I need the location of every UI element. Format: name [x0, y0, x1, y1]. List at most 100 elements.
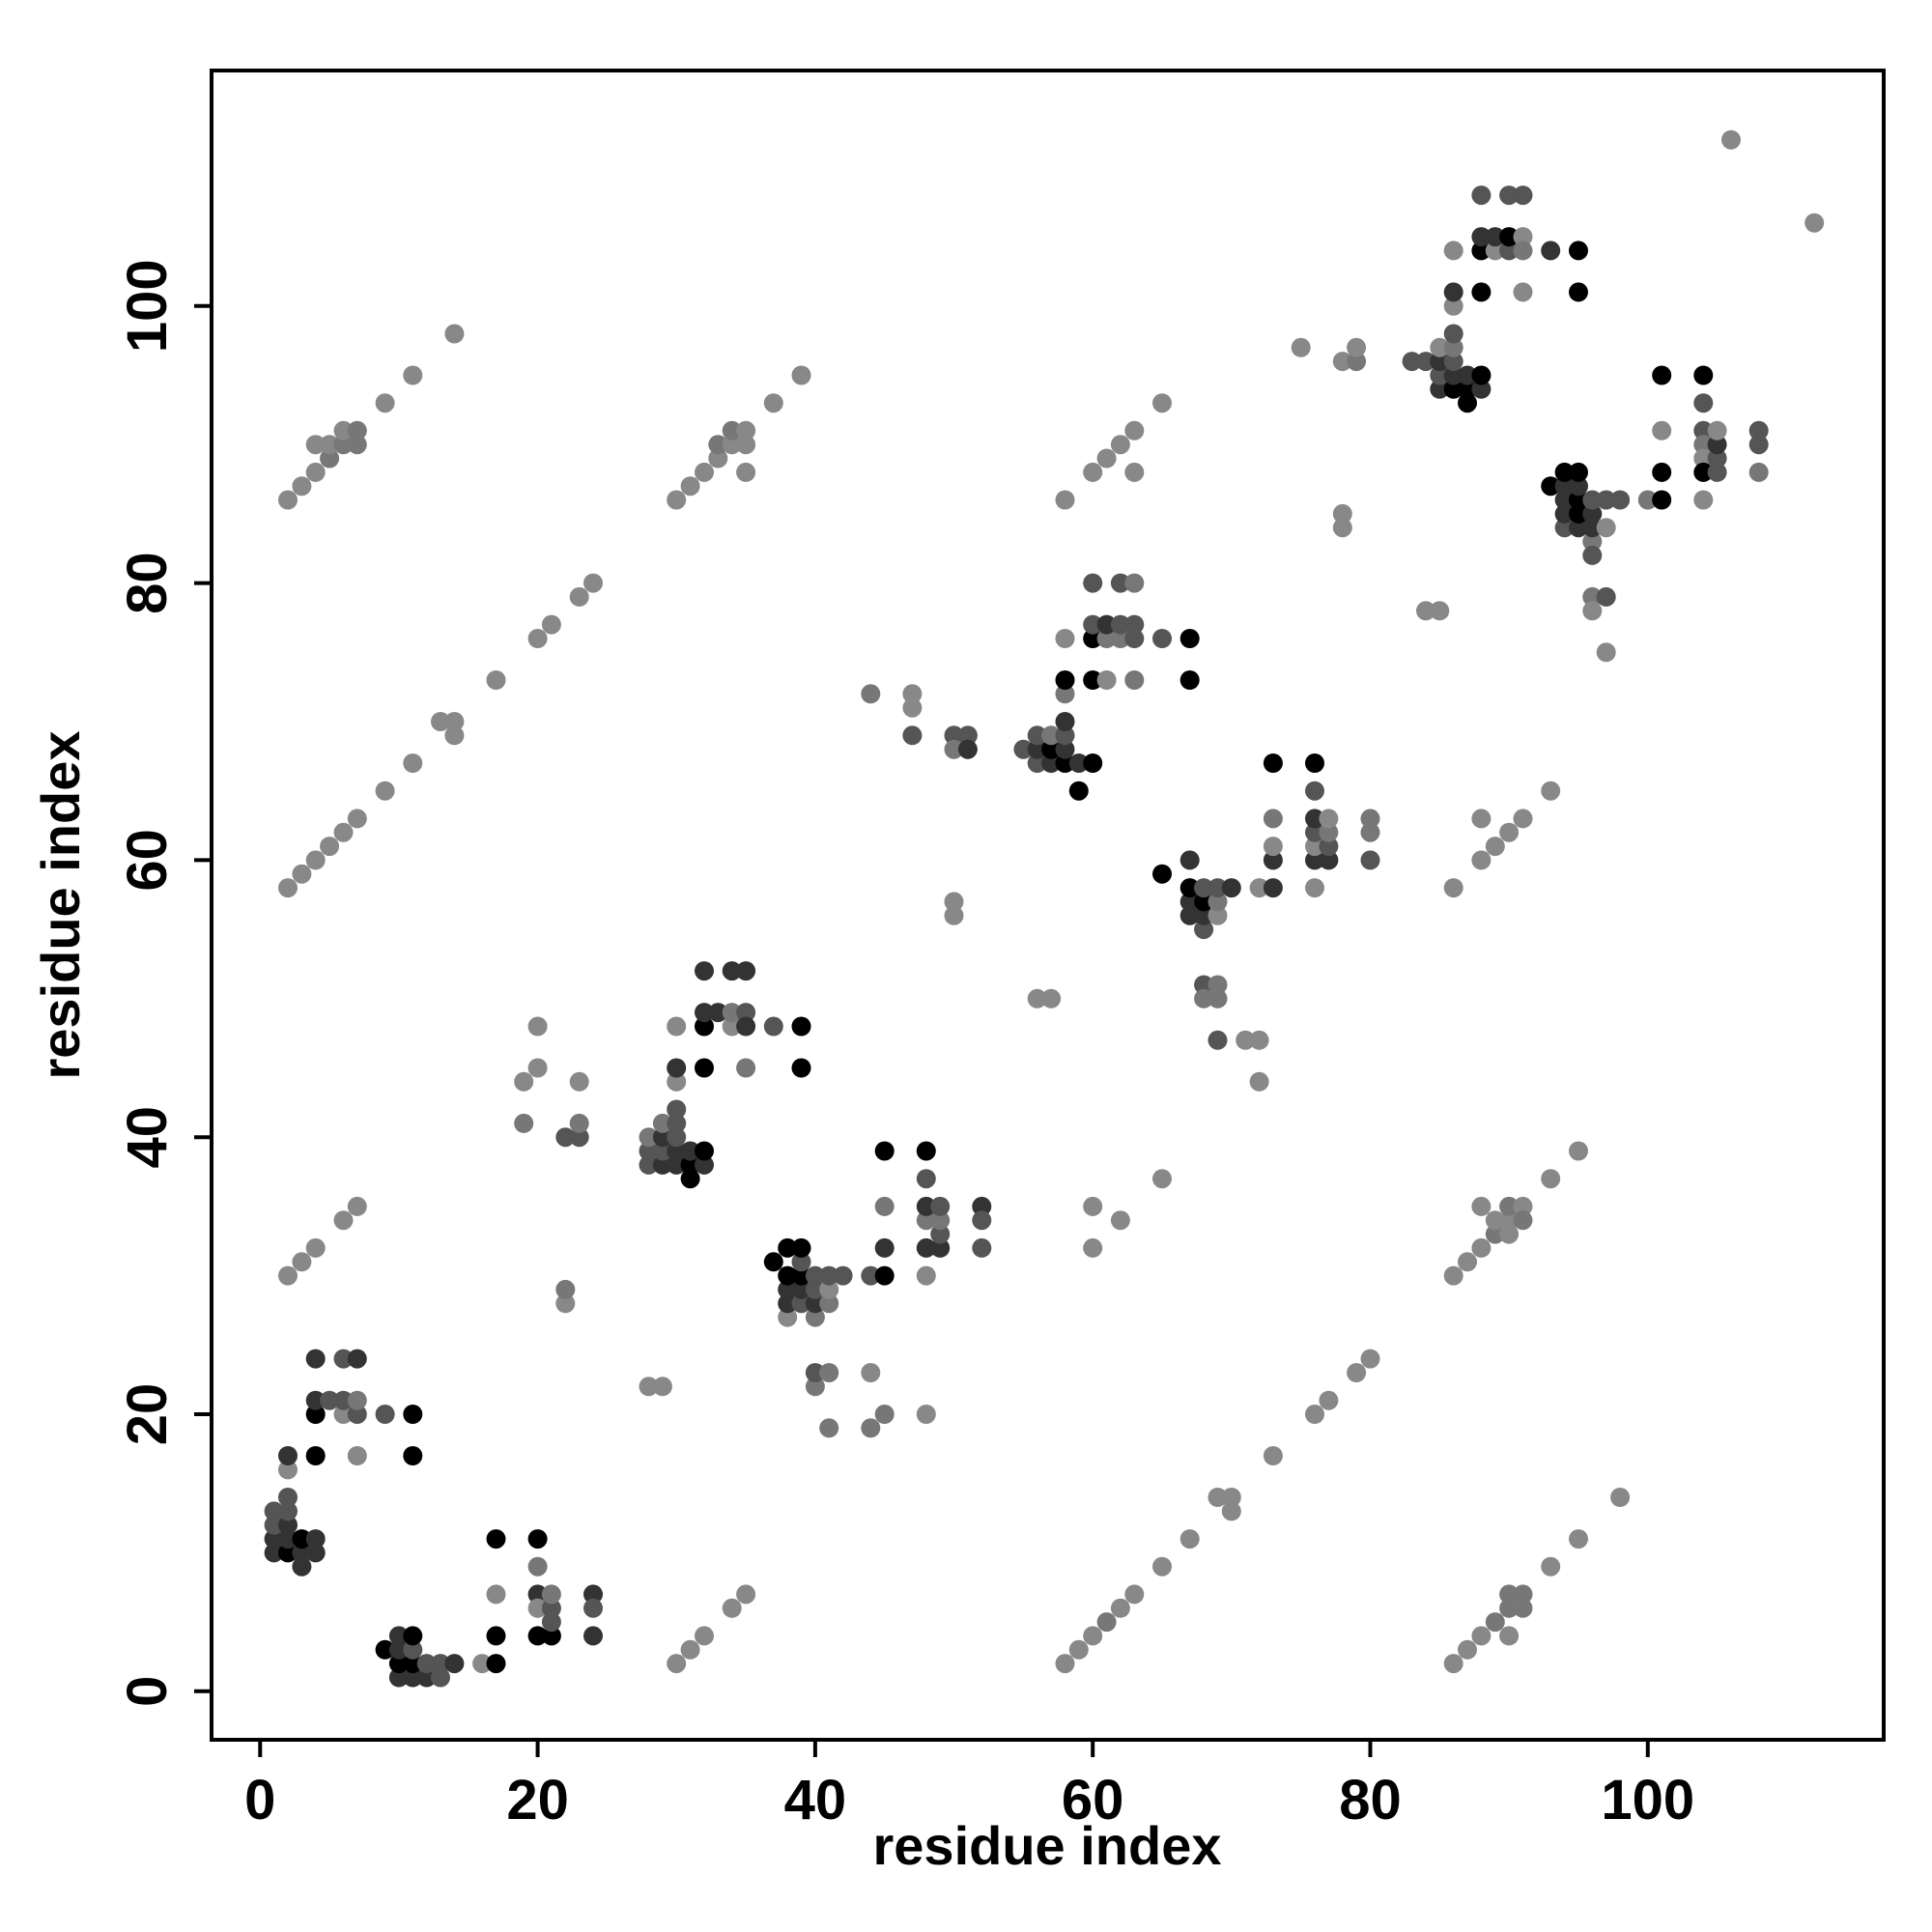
- data-point: [555, 1279, 576, 1299]
- data-point: [902, 697, 923, 718]
- data-point: [1569, 476, 1588, 497]
- data-point: [278, 1460, 298, 1480]
- data-point: [305, 462, 326, 482]
- data-point: [264, 1501, 284, 1521]
- data-point: [874, 1265, 895, 1286]
- data-point: [1041, 988, 1062, 1009]
- data-point: [695, 961, 714, 981]
- data-point: [1443, 296, 1463, 316]
- data-point: [1124, 420, 1145, 440]
- data-point: [1458, 1252, 1477, 1272]
- data-point: [805, 1265, 825, 1286]
- data-point: [278, 1515, 298, 1535]
- data-point: [1152, 1556, 1172, 1577]
- data-point: [667, 1127, 687, 1148]
- data-point: [1208, 878, 1228, 898]
- data-point: [444, 324, 465, 344]
- data-point: [1458, 365, 1477, 385]
- data-point: [1443, 324, 1463, 344]
- data-point: [388, 1654, 409, 1674]
- data-point: [1569, 490, 1588, 510]
- data-point: [416, 1654, 437, 1674]
- data-point: [375, 1405, 395, 1424]
- x-tick-label: 0: [244, 1769, 275, 1832]
- data-point: [1582, 503, 1603, 524]
- data-point: [667, 1654, 687, 1674]
- data-point: [1083, 1237, 1103, 1258]
- data-point: [1707, 435, 1727, 455]
- data-point: [541, 614, 561, 635]
- data-point: [1748, 420, 1769, 440]
- data-point: [722, 1598, 742, 1618]
- data-point: [583, 1626, 603, 1646]
- data-point: [264, 1529, 284, 1549]
- data-point: [763, 1016, 783, 1037]
- data-point: [1124, 670, 1145, 690]
- data-point: [1347, 352, 1367, 372]
- data-point: [667, 1071, 687, 1092]
- data-point: [1055, 490, 1075, 510]
- data-point: [1208, 1488, 1228, 1507]
- data-point: [1291, 337, 1311, 357]
- data-point: [778, 1265, 798, 1286]
- data-point: [708, 435, 728, 455]
- data-point: [1027, 739, 1047, 759]
- data-point: [805, 1293, 825, 1314]
- data-point: [874, 1237, 895, 1258]
- data-point: [1499, 1598, 1520, 1618]
- data-point: [1152, 864, 1172, 884]
- data-point: [1513, 241, 1533, 261]
- data-point: [791, 1016, 811, 1037]
- data-point: [861, 1363, 881, 1382]
- data-point: [1263, 837, 1283, 857]
- data-point: [1124, 614, 1145, 635]
- data-point: [1513, 185, 1533, 206]
- data-point: [1083, 573, 1103, 593]
- data-point: [1332, 503, 1352, 524]
- data-point: [722, 1016, 742, 1037]
- data-point: [1471, 227, 1492, 247]
- data-point: [292, 1543, 312, 1563]
- data-point: [819, 1293, 839, 1314]
- data-point: [388, 1639, 409, 1660]
- y-tick-label: 60: [116, 829, 179, 892]
- data-point: [1208, 975, 1228, 995]
- data-point: [1569, 282, 1588, 302]
- data-point: [1013, 739, 1034, 759]
- data-point: [1637, 490, 1658, 510]
- data-point: [1124, 573, 1145, 593]
- data-point: [1513, 809, 1533, 829]
- data-point: [1582, 490, 1603, 510]
- data-point: [916, 1405, 936, 1424]
- data-point: [1652, 365, 1672, 385]
- data-point: [1360, 809, 1380, 829]
- data-point: [1499, 185, 1520, 206]
- data-point: [667, 1016, 687, 1037]
- data-point: [1347, 337, 1367, 357]
- data-point: [930, 1210, 951, 1231]
- data-point: [722, 435, 742, 455]
- data-point: [1110, 1210, 1130, 1231]
- data-point: [1513, 1196, 1533, 1216]
- data-point: [403, 365, 423, 385]
- data-point: [1499, 1626, 1520, 1646]
- data-point: [1443, 379, 1463, 399]
- data-point: [1068, 1639, 1089, 1660]
- data-point: [347, 1446, 367, 1465]
- data-point: [1152, 629, 1172, 648]
- data-point: [1179, 1529, 1200, 1549]
- data-point: [403, 1405, 423, 1424]
- data-point: [1263, 878, 1283, 898]
- data-point: [1041, 753, 1062, 773]
- data-point: [1055, 629, 1075, 648]
- data-point: [1582, 586, 1603, 607]
- data-point: [1693, 393, 1714, 413]
- data-point: [1402, 352, 1422, 372]
- data-point: [403, 1446, 423, 1465]
- data-point: [347, 809, 367, 829]
- data-point: [1471, 365, 1492, 385]
- data-point: [305, 1446, 326, 1465]
- data-point: [763, 393, 783, 413]
- y-tick-label: 0: [116, 1676, 179, 1707]
- data-point: [416, 1667, 437, 1688]
